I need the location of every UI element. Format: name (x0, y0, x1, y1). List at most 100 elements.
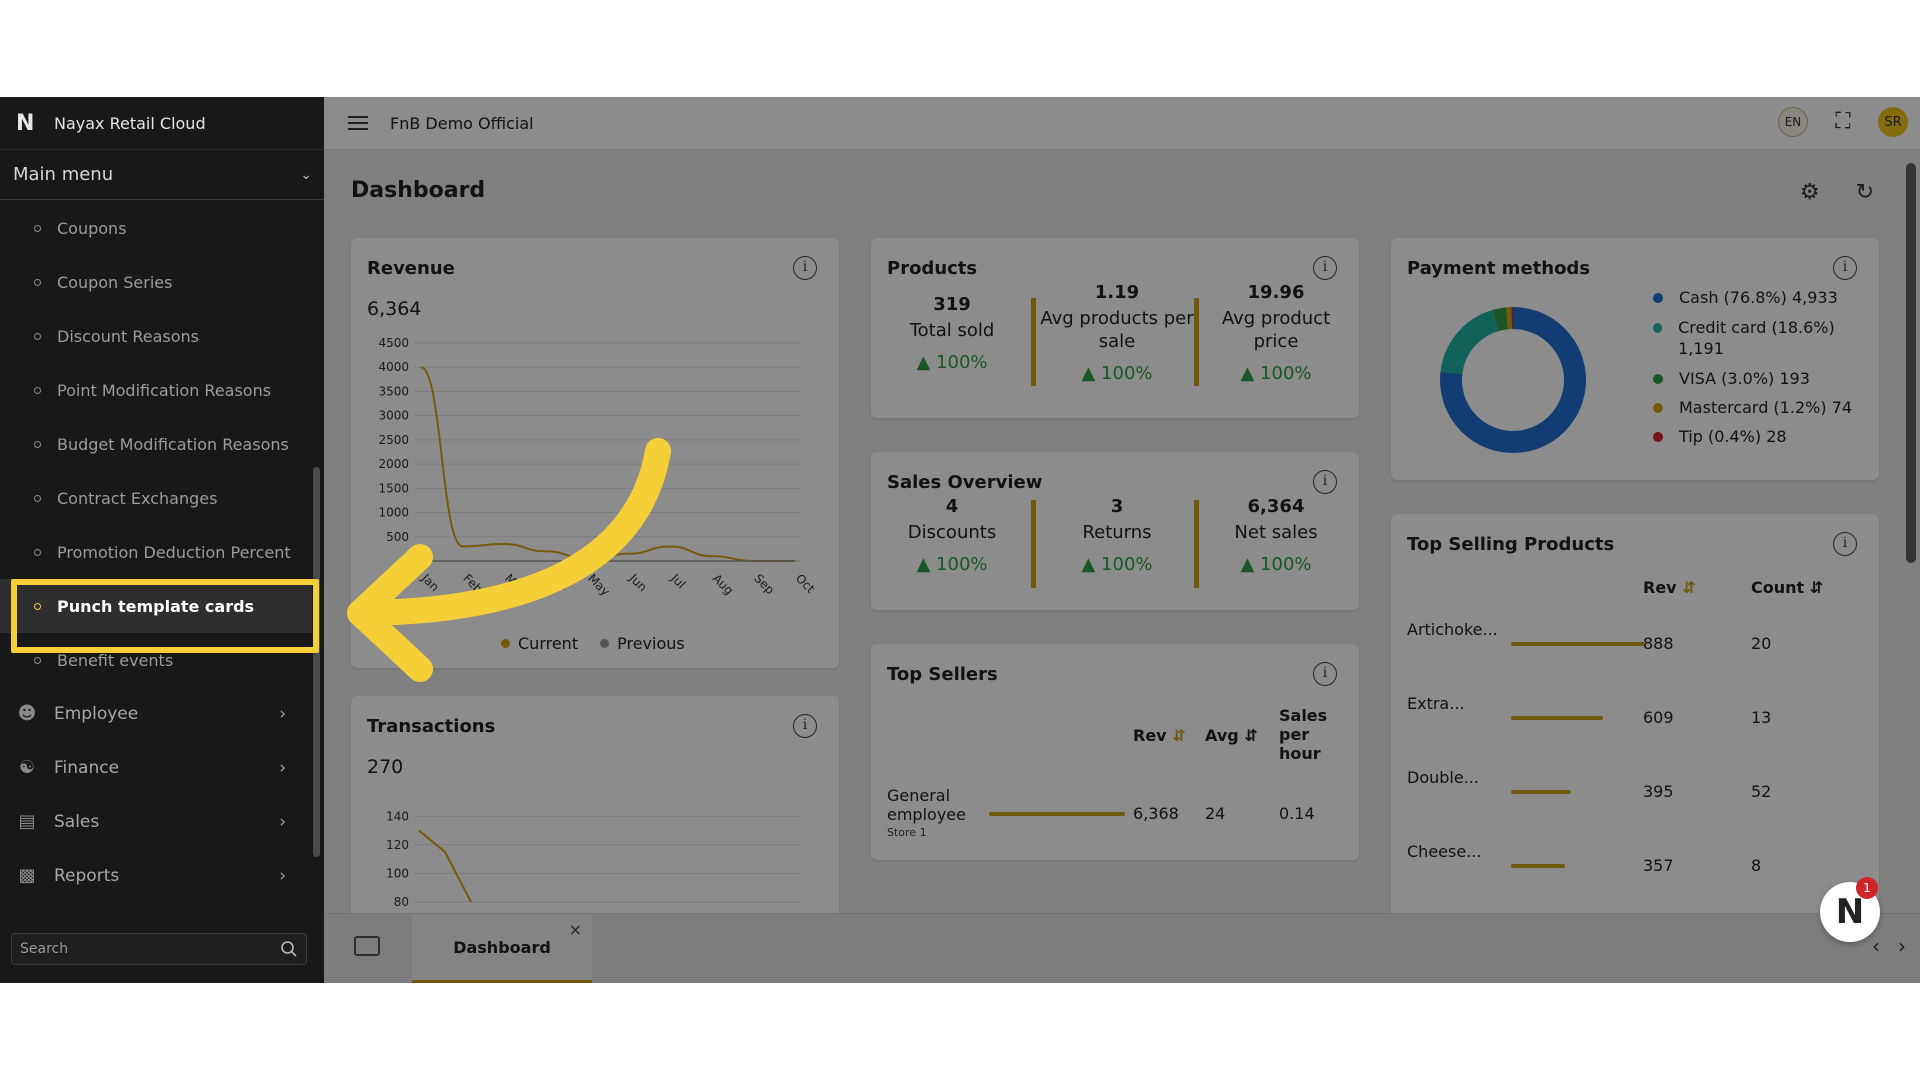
cell-count: 8 (1751, 856, 1762, 875)
sidebar-item-punch-template-cards[interactable]: Punch template cards (0, 579, 312, 633)
sidebar-item-label: Punch template cards (57, 596, 255, 616)
info-icon[interactable]: i (793, 714, 817, 738)
rev-bar (1511, 716, 1603, 720)
x-tick-label: Oct (793, 571, 818, 596)
stat-change: ▲ 100% (1201, 554, 1351, 575)
sidebar-item-contract-exchanges[interactable]: Contract Exchanges (0, 471, 312, 525)
cell-count: 20 (1751, 634, 1772, 653)
sidebar-item-promotion-deduction-percent[interactable]: Promotion Deduction Percent (0, 525, 312, 579)
info-icon[interactable]: i (1313, 470, 1337, 494)
sidebar-item-label: Point Modification Reasons (57, 380, 272, 400)
sidebar-item-label: Discount Reasons (57, 326, 199, 346)
rev-bar (1511, 790, 1571, 794)
sort-icon[interactable]: ⇵ (1809, 578, 1824, 597)
legend-dot (501, 639, 510, 648)
content-scrollbar[interactable] (1906, 163, 1916, 563)
stat-label: Net sales (1234, 522, 1318, 543)
sidebar-group-label: Reports (54, 866, 120, 886)
column-header-sales-per-hour[interactable]: Sales per hour (1279, 706, 1337, 763)
tabs-overview-icon[interactable] (354, 936, 380, 956)
main-menu-toggle[interactable]: Main menu ⌄ (0, 150, 324, 200)
product-name: Double... (1407, 768, 1479, 787)
search-icon[interactable] (280, 940, 298, 958)
y-tick-label: 500 (386, 530, 409, 544)
divider (1031, 500, 1036, 588)
y-tick-label: 2500 (378, 433, 409, 447)
chevron-left-icon[interactable]: ‹ (1872, 934, 1880, 958)
sidebar-group-finance[interactable]: ☯ Finance › (0, 741, 312, 795)
up-arrow-icon: ▲ (916, 554, 931, 575)
chevron-right-icon: › (279, 704, 286, 724)
fullscreen-icon[interactable]: ⛶ (1835, 109, 1851, 134)
up-arrow-icon: ▲ (1240, 363, 1255, 384)
cell-count: 52 (1751, 782, 1772, 801)
up-arrow-icon: ▲ (1081, 554, 1096, 575)
cell-rev: 609 (1643, 708, 1674, 727)
stat-value: 1.19 (1094, 282, 1140, 303)
tab-label: Dashboard (453, 937, 551, 957)
receipt-icon: ▤ (18, 811, 36, 832)
legend-item: Current (501, 634, 578, 653)
product-name: Cheese... (1407, 842, 1482, 861)
bullet-icon (34, 602, 41, 610)
sidebar-scrollbar[interactable] (313, 467, 320, 857)
column-header-rev[interactable]: Rev ⇵ (1643, 578, 1696, 597)
tab-dashboard[interactable]: Dashboard × (412, 914, 592, 983)
legend-dot (1653, 323, 1663, 333)
sidebar-group-reports[interactable]: ▩ Reports › (0, 849, 312, 903)
bullet-icon (34, 386, 41, 394)
chevron-right-icon: › (279, 758, 286, 778)
revenue-card: Revenue i 6,364 500 1000 1500 2000 2500 3000 3… (351, 238, 839, 668)
info-icon[interactable]: i (1833, 256, 1857, 280)
chevron-right-icon: › (279, 812, 286, 832)
stat-value: 6,364 (1247, 496, 1305, 517)
rev-bar (989, 812, 1125, 816)
card-title: Revenue (367, 258, 455, 279)
y-tick-label: 140 (386, 809, 409, 823)
info-icon[interactable]: i (1313, 256, 1337, 280)
up-arrow-icon: ▲ (1081, 363, 1096, 384)
legend-item-mastercard: Mastercard (1.2%) 74 (1653, 398, 1867, 417)
column-header-rev[interactable]: Rev ⇵ (1133, 726, 1186, 745)
hamburger-menu-icon[interactable] (348, 116, 368, 130)
stat-change: ▲ 100% (877, 352, 1027, 373)
sidebar-item-coupon-series[interactable]: Coupon Series (0, 255, 312, 309)
sidebar-item-label: Promotion Deduction Percent (57, 542, 291, 562)
close-icon[interactable]: × (568, 920, 582, 939)
chevron-right-icon[interactable]: › (1898, 934, 1906, 958)
search-input[interactable] (20, 941, 280, 957)
sidebar-group-sales[interactable]: ▤ Sales › (0, 795, 312, 849)
sidebar-item-coupons[interactable]: Coupons (0, 201, 312, 255)
legend-dot (1653, 402, 1663, 413)
revenue-total: 6,364 (367, 298, 422, 320)
sidebar-item-point-modification-reasons[interactable]: Point Modification Reasons (0, 363, 312, 417)
sort-icon[interactable]: ⇵ (1682, 578, 1696, 597)
info-icon[interactable]: i (793, 256, 817, 280)
sort-icon[interactable]: ⇵ (1172, 726, 1186, 745)
column-header-count[interactable]: Count ⇵ (1751, 578, 1823, 597)
settings-gear-icon[interactable]: ⚙ (1799, 180, 1820, 205)
sort-icon[interactable]: ⇵ (1244, 726, 1258, 745)
sidebar-item-benefit-events[interactable]: Benefit events (0, 633, 312, 687)
card-title: Transactions (367, 716, 496, 737)
info-icon[interactable]: i (1833, 532, 1857, 556)
y-tick-label: 3500 (378, 384, 409, 398)
refresh-icon[interactable]: ↻ (1855, 180, 1874, 205)
bullet-icon (34, 656, 41, 664)
sidebar-group-label: Employee (54, 704, 139, 724)
stat-change: ▲ 100% (1037, 363, 1197, 384)
avatar[interactable]: SR (1878, 107, 1908, 137)
cell-rev: 6,368 (1133, 804, 1179, 823)
tutorial-highlight-box (11, 579, 319, 653)
language-button[interactable]: EN (1778, 107, 1808, 137)
column-header-avg[interactable]: Avg ⇵ (1205, 726, 1258, 745)
transactions-total: 270 (367, 756, 404, 778)
sidebar-group-employee[interactable]: ☻ Employee › (0, 687, 312, 741)
stat-returns: 3 Returns ▲ 100% (1037, 496, 1197, 575)
sidebar-item-discount-reasons[interactable]: Discount Reasons (0, 309, 312, 363)
cell-count: 13 (1751, 708, 1772, 727)
info-icon[interactable]: i (1313, 662, 1337, 686)
tab-bar: Dashboard × ‹ › (324, 913, 1920, 983)
bullet-icon (34, 494, 41, 502)
sidebar-item-budget-modification-reasons[interactable]: Budget Modification Reasons (0, 417, 312, 471)
